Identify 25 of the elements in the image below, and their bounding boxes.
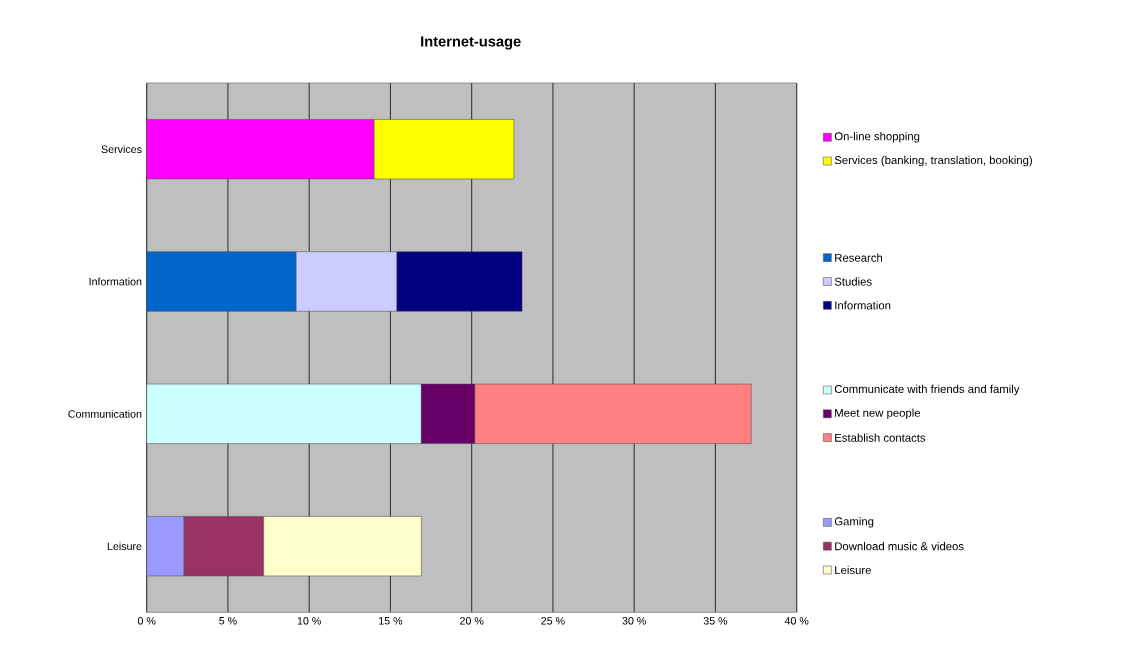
y-tick-label: Communication [68, 409, 142, 418]
y-tick-label: Information [89, 277, 142, 286]
legend-label: Leisure [835, 565, 871, 575]
legend-label: Information [835, 301, 891, 310]
y-tick-label: Services [101, 145, 142, 154]
legend-label: Gaming [834, 517, 874, 528]
x-tick-label: 5 % [219, 617, 237, 625]
chart-title: Internet-usage [421, 36, 521, 50]
x-tick-label: 20 % [460, 617, 484, 625]
legend-label: Communicate with friends and family [834, 384, 1020, 396]
x-tick-label: 40 % [784, 617, 809, 625]
legend-label: Establish contacts [835, 433, 926, 442]
legend-label: Research [835, 253, 883, 262]
x-tick-label: 15 % [379, 617, 403, 625]
x-tick-label: 35 % [703, 617, 728, 625]
legend-label: Services (banking, translation, booking) [834, 155, 1032, 167]
legend-label: Studies [834, 277, 872, 286]
x-tick-label: 0 % [137, 617, 156, 625]
x-tick-label: 10 % [297, 617, 321, 625]
y-tick-label: Leisure [107, 542, 142, 551]
legend-label: Download music & videos [835, 541, 964, 551]
legend-label: On-line shopping [834, 131, 920, 143]
x-tick-label: 30 % [622, 617, 646, 625]
x-tick-label: 25 % [541, 617, 565, 625]
legend-label: Meet new people [835, 408, 921, 420]
